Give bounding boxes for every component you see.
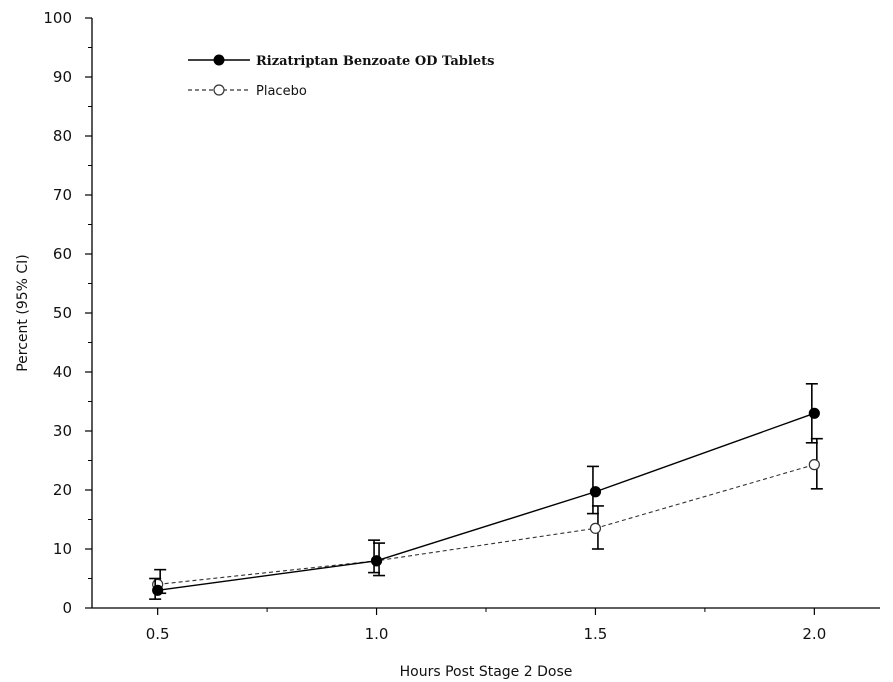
legend-swatch-marker-rizatriptan	[213, 54, 225, 66]
legend-swatch-marker-placebo	[213, 84, 225, 96]
x-tick-label-0: 0.5	[146, 625, 170, 643]
series-layer	[149, 382, 823, 600]
y-ticks: 0 10 20 30 40 50 60 70 80 90 100	[43, 9, 92, 617]
x-axis-title: Hours Post Stage 2 Dose	[400, 664, 573, 680]
legend-item-rizatriptan: Rizatriptan Benzoate OD Tablets	[188, 54, 494, 69]
y-tick-label-60: 60	[53, 245, 72, 263]
legend-label-rizatriptan: Rizatriptan Benzoate OD Tablets	[256, 54, 494, 69]
legend: Rizatriptan Benzoate OD Tablets Placebo	[188, 54, 494, 99]
data-point-0-3	[808, 407, 820, 419]
y-tick-label-40: 40	[53, 363, 72, 381]
y-tick-label-90: 90	[53, 68, 72, 86]
y-tick-label-30: 30	[53, 422, 72, 440]
y-tick-label-80: 80	[53, 127, 72, 145]
legend-item-placebo: Placebo	[188, 84, 307, 99]
series-1	[152, 437, 823, 595]
data-point-0-2	[589, 486, 602, 498]
data-point-1-2	[589, 522, 602, 534]
legend-label-placebo: Placebo	[256, 84, 307, 99]
y-tick-label-10: 10	[53, 540, 72, 558]
x-tick-label-2: 1.5	[584, 625, 608, 643]
series-0	[149, 382, 820, 600]
x-tick-label-1: 1.0	[365, 625, 389, 643]
axes	[91, 18, 880, 609]
y-tick-label-0: 0	[62, 599, 72, 617]
data-point-0-1	[370, 555, 383, 567]
y-tick-label-70: 70	[53, 186, 72, 204]
x-ticks: 0.5 1.0 1.5 2.0	[146, 608, 826, 643]
data-point-1-3	[808, 459, 820, 471]
series-line-1	[157, 464, 815, 585]
y-tick-label-20: 20	[53, 481, 72, 499]
y-tick-label-50: 50	[53, 304, 72, 322]
series-line-0	[157, 412, 815, 591]
x-tick-label-3: 2.0	[802, 625, 826, 643]
y-tick-label-100: 100	[43, 9, 72, 27]
data-point-0-0	[152, 584, 164, 596]
y-axis-title: Percent (95% CI)	[15, 254, 31, 372]
